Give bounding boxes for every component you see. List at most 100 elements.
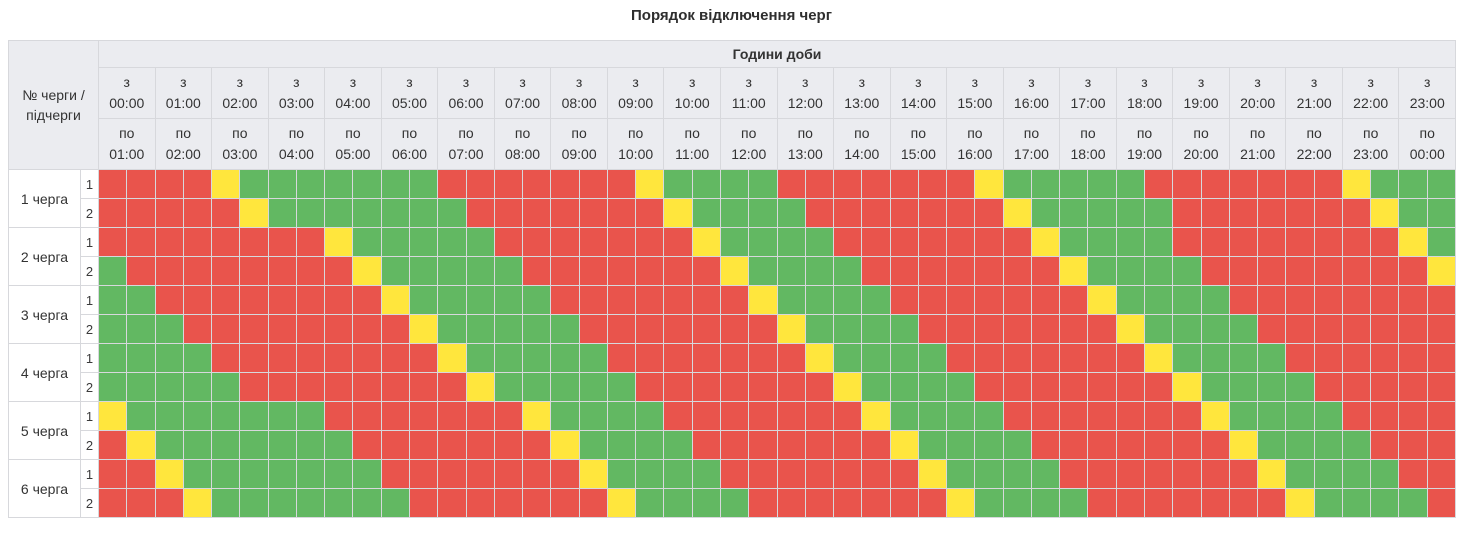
schedule-cell: [1229, 257, 1258, 285]
schedule-cell: [890, 460, 918, 488]
schedule-cell: [127, 286, 155, 314]
schedule-cell: [155, 402, 183, 430]
schedule-cell: [1088, 431, 1116, 459]
schedule-cell: [381, 460, 409, 488]
schedule-cell: [1399, 170, 1427, 198]
schedule-cell: [99, 228, 127, 256]
schedule-cell: [268, 431, 296, 459]
schedule-cell: [975, 489, 1003, 517]
schedule-cell: [805, 286, 834, 314]
schedule-cell: [720, 489, 749, 517]
schedule-cell: [212, 199, 240, 227]
schedule-cell: [494, 460, 523, 488]
schedule-cell: [127, 431, 155, 459]
schedule-cell: [1031, 170, 1060, 198]
schedule-cell: [1342, 344, 1371, 372]
schedule-cell: [325, 373, 353, 401]
schedule-cell: [749, 199, 777, 227]
schedule-cell: [720, 373, 749, 401]
subqueue-number: 2: [81, 373, 98, 401]
schedule-cell: [1145, 228, 1173, 256]
schedule-cell: [975, 431, 1003, 459]
schedule-cell: [183, 431, 212, 459]
schedule-cell: [1088, 344, 1116, 372]
schedule-cell: [1371, 286, 1399, 314]
schedule-cell: [1399, 228, 1427, 256]
schedule-cell: [1342, 402, 1371, 430]
schedule-cell: [834, 170, 862, 198]
schedule-cell: [1173, 170, 1201, 198]
schedule-cell: [777, 460, 805, 488]
schedule-cell: [749, 228, 777, 256]
hour-to-header: по 12:00: [720, 119, 777, 169]
schedule-cell: [607, 402, 636, 430]
schedule-cell: [834, 344, 862, 372]
schedule-cell: [1173, 460, 1201, 488]
schedule-cell: [692, 373, 720, 401]
schedule-cell: [975, 228, 1003, 256]
schedule-cell: [1201, 344, 1229, 372]
schedule-cell: [1145, 315, 1173, 343]
schedule-cell: [692, 286, 720, 314]
schedule-cell: [409, 373, 438, 401]
schedule-cell: [1173, 344, 1201, 372]
schedule-cell: [720, 460, 749, 488]
schedule-cell: [1088, 460, 1116, 488]
subqueue-number: 1: [81, 344, 98, 372]
schedule-cell: [636, 228, 664, 256]
hour-from-header: з 15:00: [947, 68, 1003, 118]
schedule-cell: [890, 431, 918, 459]
schedule-cell: [1173, 199, 1201, 227]
schedule-cell: [1342, 373, 1371, 401]
schedule-cell: [1116, 431, 1145, 459]
schedule-cell: [1229, 286, 1258, 314]
schedule-cell: [720, 286, 749, 314]
schedule-cell: [523, 431, 551, 459]
schedule-cell: [438, 286, 466, 314]
schedule-cell: [1258, 315, 1286, 343]
schedule-cell: [523, 344, 551, 372]
schedule-cell: [494, 315, 523, 343]
schedule-cell: [1427, 257, 1455, 285]
schedule-cell: [1314, 228, 1342, 256]
schedule-cell: [155, 257, 183, 285]
schedule-cell: [607, 170, 636, 198]
schedule-cell: [1060, 315, 1088, 343]
schedule-cell: [607, 228, 636, 256]
schedule-cell: [1427, 344, 1455, 372]
hour-to-header: по 18:00: [1060, 119, 1116, 169]
schedule-cell: [183, 199, 212, 227]
schedule-cell: [1145, 402, 1173, 430]
schedule-cell: [1088, 228, 1116, 256]
schedule-cell: [664, 315, 692, 343]
schedule-cell: [155, 373, 183, 401]
schedule-cell: [353, 373, 381, 401]
schedule-cell: [749, 373, 777, 401]
schedule-cell: [607, 315, 636, 343]
schedule-cell: [805, 373, 834, 401]
schedule-cell: [947, 257, 975, 285]
schedule-cell: [1342, 257, 1371, 285]
schedule-cell: [947, 460, 975, 488]
schedule-cell: [692, 402, 720, 430]
schedule-cell: [296, 228, 325, 256]
schedule-cell: [1427, 199, 1455, 227]
schedule-cell: [890, 199, 918, 227]
schedule-cell: [183, 373, 212, 401]
schedule-cell: [1003, 257, 1031, 285]
schedule-cell: [523, 373, 551, 401]
schedule-cell: [1399, 460, 1427, 488]
schedule-cell: [862, 170, 890, 198]
schedule-cell: [1427, 460, 1455, 488]
schedule-cell: [1060, 228, 1088, 256]
schedule-cell: [551, 460, 579, 488]
schedule-cell: [1031, 431, 1060, 459]
schedule-cell: [1003, 489, 1031, 517]
subqueue-number: 1: [81, 402, 98, 430]
schedule-cell: [1258, 431, 1286, 459]
schedule-cell: [777, 402, 805, 430]
schedule-cell: [268, 199, 296, 227]
schedule-cell: [381, 228, 409, 256]
schedule-cell: [1258, 257, 1286, 285]
schedule-cell: [212, 257, 240, 285]
